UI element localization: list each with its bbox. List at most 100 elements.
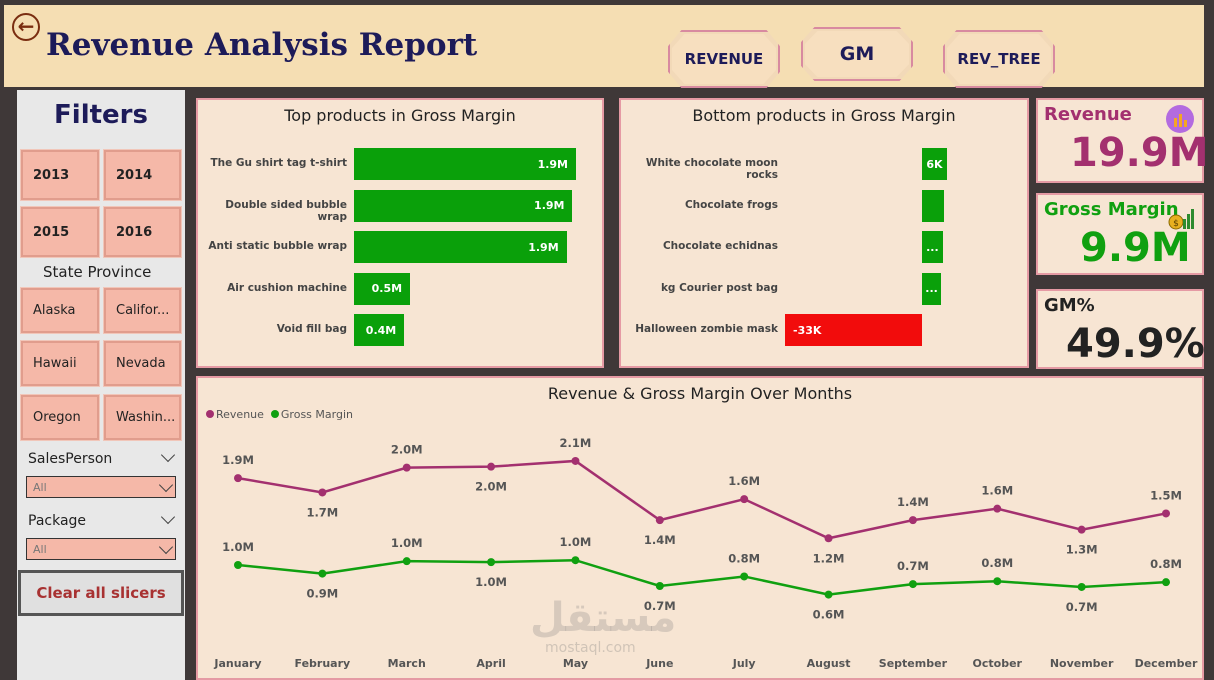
chevron-down-icon <box>158 477 174 493</box>
gross-margin-point[interactable] <box>824 590 833 599</box>
gross-margin-data-label: 1.0M <box>475 575 507 589</box>
revenue-point[interactable] <box>318 488 327 497</box>
top-product-label: Void fill bag <box>276 323 347 335</box>
revenue-data-label: 2.0M <box>475 480 507 494</box>
page-title: Revenue Analysis Report <box>46 27 478 63</box>
nav-gm-button[interactable]: GM <box>801 27 913 81</box>
top-product-bar[interactable]: 1.9M <box>354 189 573 222</box>
package-label: Package <box>28 513 87 529</box>
gross-margin-point[interactable] <box>908 580 917 589</box>
top-product-bar[interactable]: 1.9M <box>354 148 576 180</box>
top-product-value: 0.4M <box>365 323 397 337</box>
svg-text:$: $ <box>1173 219 1179 229</box>
legend-revenue-swatch <box>206 410 214 418</box>
top-product-bar[interactable]: 0.4M <box>354 314 405 346</box>
gross-margin-series-line <box>237 558 1167 596</box>
salesperson-dropdown[interactable]: All <box>26 476 176 498</box>
revenue-kpi-value: 19.9M <box>1070 130 1209 176</box>
year-slicer-2015[interactable]: 2015 <box>21 207 99 257</box>
top-product-value: 1.9M <box>537 157 568 171</box>
gross-margin-point[interactable] <box>740 572 749 581</box>
gross-margin-data-label: 0.7M <box>644 599 676 613</box>
top-product-value: 0.5M <box>371 282 403 295</box>
gm-pct-kpi-card: GM% 49.9% <box>1036 289 1205 369</box>
gross-margin-data-label: 1.0M <box>222 540 254 554</box>
x-tick-label: March <box>388 657 426 670</box>
state-slicer-hawaii[interactable]: Hawaii <box>21 341 99 386</box>
x-tick-label: April <box>476 657 505 670</box>
top-product-bar[interactable]: 0.5M <box>354 272 411 305</box>
nav-revenue-button[interactable]: REVENUE <box>668 30 780 88</box>
revenue-point[interactable] <box>234 474 242 483</box>
line-chart-title: Revenue & Gross Margin Over Months <box>547 384 853 403</box>
revenue-kpi-card: Revenue 19.9M <box>1036 98 1209 183</box>
bottom-product-bar[interactable]: 6K <box>922 148 947 180</box>
bottom-product-bar[interactable]: ... <box>922 272 942 305</box>
top-product-label: Air cushion machine <box>227 281 347 294</box>
gross-margin-point[interactable] <box>993 577 1002 586</box>
gross-margin-data-label: 0.8M <box>981 556 1013 570</box>
year-slicer-2013[interactable]: 2013 <box>21 150 99 200</box>
gross-margin-point[interactable] <box>655 582 664 590</box>
bottom-product-value: -33K <box>793 323 822 337</box>
top-product-value: 1.9M <box>534 199 565 212</box>
back-arrow-icon[interactable]: ← <box>12 13 40 41</box>
state-slicer-alaska[interactable]: Alaska <box>21 288 99 333</box>
revenue-point[interactable] <box>1162 509 1170 518</box>
gross-margin-data-label: 0.9M <box>306 587 338 601</box>
bottom-product-value: ... <box>925 282 938 295</box>
revenue-data-label: 1.5M <box>1150 488 1182 502</box>
bottom-product-label: kg Courier post bag <box>660 281 778 294</box>
chevron-down-icon[interactable] <box>160 447 176 463</box>
clear-all-slicers-button[interactable]: Clear all slicers <box>18 570 184 616</box>
x-tick-label: August <box>807 657 851 670</box>
gross-margin-point[interactable] <box>402 557 411 566</box>
state-slicer-nevada[interactable]: Nevada <box>104 341 181 386</box>
nav-rev-tree-button[interactable]: REV_TREE <box>943 30 1055 88</box>
gross-margin-point[interactable] <box>1077 582 1086 591</box>
bottom-product-label: Chocolate echidnas <box>662 240 778 252</box>
top-product-value: 1.9M <box>528 240 559 254</box>
bottom-product-bar[interactable] <box>922 189 944 222</box>
revenue-point[interactable] <box>740 495 749 504</box>
revenue-data-label: 1.7M <box>306 505 338 519</box>
revenue-point[interactable] <box>655 516 664 525</box>
gross-margin-point[interactable] <box>571 556 580 565</box>
bottom-product-label: White chocolate moon rocks <box>645 157 778 181</box>
year-slicer-2014[interactable]: 2014 <box>104 150 181 200</box>
state-slicer-oregon[interactable]: Oregon <box>21 395 99 440</box>
gross-margin-point[interactable] <box>234 561 242 569</box>
nav-revenue-label: REVENUE <box>684 50 764 68</box>
revenue-point[interactable] <box>824 534 833 543</box>
revenue-point[interactable] <box>1077 525 1086 534</box>
chevron-down-icon[interactable] <box>160 509 176 525</box>
bottom-product-bar[interactable]: -33K <box>785 314 922 346</box>
revenue-kpi-title: Revenue <box>1044 104 1132 125</box>
x-tick-label: February <box>295 657 351 670</box>
revenue-data-label: 1.2M <box>813 551 845 565</box>
revenue-point[interactable] <box>908 516 917 525</box>
top-product-bar[interactable]: 1.9M <box>354 231 567 263</box>
revenue-data-label: 1.6M <box>981 484 1013 498</box>
bottom-product-value: 6K <box>926 157 943 171</box>
bottom-product-bar[interactable]: ... <box>922 231 943 263</box>
x-tick-label: July <box>732 657 756 670</box>
salesperson-label: SalesPerson <box>28 451 113 467</box>
top-product-label: Double sided bubble wrap <box>225 198 347 223</box>
state-slicer-california[interactable]: Califor... <box>104 288 181 333</box>
revenue-point[interactable] <box>993 504 1002 513</box>
package-dropdown[interactable]: All <box>26 538 176 560</box>
revenue-series-line <box>237 459 1167 540</box>
state-slicer-washington[interactable]: Washin... <box>104 395 181 440</box>
gross-margin-data-label: 1.0M <box>560 535 592 549</box>
revenue-point[interactable] <box>487 462 496 471</box>
revenue-point[interactable] <box>402 463 411 472</box>
gross-margin-point[interactable] <box>487 558 496 567</box>
revenue-point[interactable] <box>571 456 580 465</box>
year-slicer-2016[interactable]: 2016 <box>104 207 181 257</box>
gross-margin-point[interactable] <box>1162 578 1170 587</box>
gross-margin-point[interactable] <box>318 569 327 578</box>
top-product-label: Anti static bubble wrap <box>208 240 347 252</box>
x-tick-label: November <box>1050 657 1114 670</box>
watermark-logo: مستقل <box>530 595 677 641</box>
